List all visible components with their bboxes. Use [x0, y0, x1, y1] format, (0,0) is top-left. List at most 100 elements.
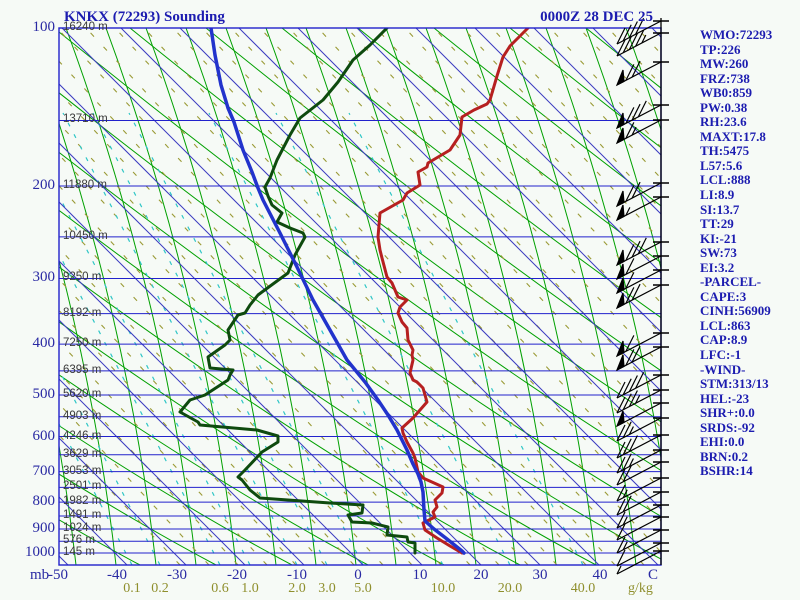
pressure-label-300: 300: [32, 269, 56, 286]
index-row: -WIND-: [700, 361, 746, 377]
barb-feather: [622, 438, 632, 456]
mixing-label-2.0: 2.0: [288, 581, 306, 596]
index-row: SI:13.7: [700, 201, 740, 217]
index-row: TT:29: [700, 216, 734, 232]
plot-frame: [58, 18, 662, 566]
barb-feather: [616, 27, 626, 45]
barb-staff: [616, 461, 662, 486]
barb-feather: [625, 272, 635, 289]
barb-pennant: [615, 410, 625, 428]
index-row: RH:23.6: [700, 114, 747, 130]
barb-feather: [622, 453, 632, 471]
barb-feather: [616, 456, 626, 474]
barb-half-feather: [616, 565, 622, 575]
height-label-300: 9250 m: [63, 271, 102, 284]
barb-feather: [616, 424, 626, 442]
height-label-900: 1024 m: [63, 521, 102, 534]
barb-feather: [622, 36, 632, 54]
temp-label-30: 30: [532, 567, 548, 583]
barb-staff: [616, 32, 662, 57]
height-label-600: 4246 m: [63, 429, 102, 442]
barb-pennant: [615, 354, 625, 372]
index-row: -PARCEL-: [700, 274, 762, 290]
pressure-label-100: 100: [32, 19, 56, 35]
temperature-trace: [376, 28, 530, 555]
index-row: LCL:863: [700, 317, 751, 333]
index-row: WMO:72293: [700, 27, 773, 42]
barb-feather: [616, 549, 626, 567]
pressure-label-900: 900: [32, 519, 56, 536]
barb-feather: [635, 29, 645, 47]
index-row: TH:5475: [700, 143, 750, 159]
barb-pennant: [615, 340, 625, 358]
index-row: LI:8.9: [700, 187, 735, 203]
barb-pennant: [615, 127, 625, 145]
barb-pennant: [615, 112, 625, 130]
indices-panel: WMO:72293 TP:226 MW:260 FRZ:738 WB0:859 PW:0.…: [700, 27, 800, 479]
index-row: KI:-21: [700, 230, 737, 246]
index-row: MW:260: [700, 56, 749, 72]
barb-feather: [616, 511, 626, 529]
height-label-950: 576 m: [63, 534, 95, 547]
olive-dashed-lines: [59, 28, 661, 565]
barb-pennant: [615, 277, 625, 295]
dry-adiabats: [59, 28, 661, 565]
barb-pennant: [615, 263, 625, 281]
barb-pennant: [615, 204, 625, 222]
height-label-800: 1982 m: [63, 495, 102, 508]
pressure-label-600: 600: [32, 427, 56, 444]
barb-feather: [622, 421, 632, 439]
pressure-unit-label: mb: [30, 567, 50, 583]
sounding-datetime: 0000Z 28 DEC 25: [540, 9, 653, 25]
index-row: CAP:8.9: [700, 332, 748, 348]
index-row: BSHR:14: [700, 463, 753, 479]
index-row: STM:313/13: [700, 376, 769, 392]
mixing-label-20.0: 20.0: [497, 581, 523, 596]
barb-half-feather: [628, 426, 634, 435]
index-row: EI:3.2: [700, 259, 735, 275]
temp-label--20: -20: [227, 567, 247, 583]
barb-feather: [631, 345, 641, 363]
barb-staff: [616, 389, 662, 414]
barb-feather: [625, 349, 635, 366]
wind-barbs: [615, 17, 669, 575]
height-label-1000: 145 m: [63, 546, 95, 558]
mixing-label-3.0: 3.0: [318, 581, 336, 596]
barb-feather: [628, 390, 638, 407]
barb-feather: [622, 24, 632, 42]
barb-feather: [628, 21, 638, 38]
barb-feather: [625, 122, 635, 139]
barb-feather: [622, 378, 632, 396]
height-label-450: 6395 m: [63, 363, 102, 376]
barb-pennant: [615, 249, 625, 267]
temp-label-40: 40: [592, 567, 608, 583]
barb-feather: [631, 240, 641, 258]
mixing-label-40.0: 40.0: [570, 581, 596, 596]
mixing-label-0.6: 0.6: [211, 581, 229, 596]
barb-feather: [635, 17, 645, 35]
height-label-650: 3629 m: [63, 447, 102, 460]
barb-feather: [616, 536, 626, 554]
pressure-label-500: 500: [32, 385, 56, 402]
plot-interior: [59, 28, 661, 565]
page-title: KNKX (72293) Sounding: [64, 9, 225, 25]
barb-feather: [625, 107, 635, 124]
barb-feather: [622, 393, 632, 411]
barb-pennant: [615, 190, 625, 208]
barb-staff: [616, 434, 662, 459]
barb-pennant: [615, 292, 625, 310]
barb-feather: [622, 465, 632, 483]
mixing-label-5.0: 5.0: [354, 581, 372, 596]
barb-half-feather: [641, 34, 647, 44]
barb-feather: [625, 335, 635, 352]
barb-feather: [625, 185, 635, 202]
index-row: SRDS:-92: [700, 419, 755, 435]
temp-label--50: -50: [48, 567, 68, 583]
barb-feather: [625, 244, 635, 261]
barb-half-feather: [622, 489, 628, 499]
height-label-200: 11880 m: [63, 179, 107, 192]
height-label-100: 16240 m: [63, 21, 108, 33]
pressure-label-400: 400: [32, 335, 56, 352]
barb-feather: [616, 484, 626, 502]
